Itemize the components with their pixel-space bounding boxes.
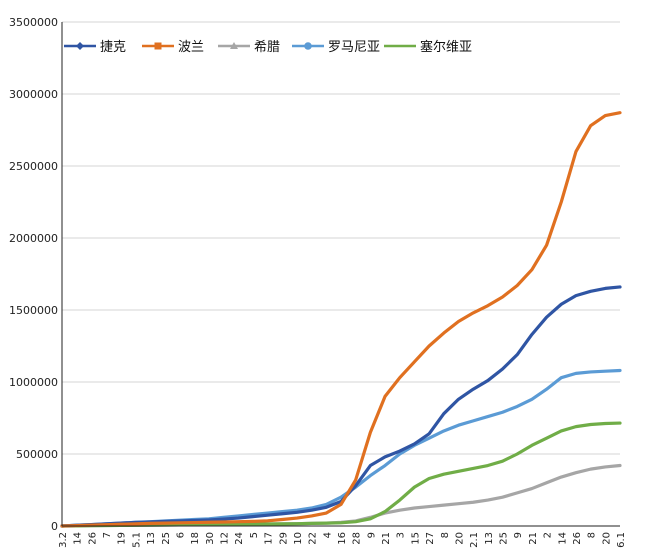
legend-item: 波兰 <box>142 40 204 55</box>
x-tick-label: 27 <box>425 532 436 545</box>
legend-item: 塞尔维亚 <box>384 39 472 55</box>
x-tick-label: 26 <box>572 532 583 545</box>
x-tick-label: 3 <box>396 532 407 538</box>
legend-label: 希腊 <box>254 40 280 55</box>
x-tick-label: 21 <box>528 532 539 545</box>
x-tick-label: 14 <box>73 532 84 545</box>
x-tick-label: 10 <box>293 532 304 545</box>
x-tick-label: 18 <box>190 532 201 545</box>
x-tick-label: 20 <box>601 532 612 545</box>
x-tick-label: 26 <box>87 532 98 545</box>
legend-label: 塞尔维亚 <box>420 39 472 55</box>
x-tick-label: 5 <box>249 532 260 538</box>
x-tick-label: 13 <box>484 532 495 545</box>
legend-item: 捷克 <box>64 40 126 55</box>
y-tick-label: 3500000 <box>9 16 58 29</box>
y-tick-label: 3000000 <box>9 88 58 101</box>
x-tick-label: 29 <box>278 532 289 545</box>
legend-label: 捷克 <box>100 40 126 55</box>
x-tick-label: 30 <box>205 532 216 545</box>
x-tick-label: 21 <box>381 532 392 545</box>
x-tick-label: 6.1 <box>616 532 627 548</box>
x-tick-label: 12 <box>220 532 231 545</box>
y-tick-label: 2000000 <box>9 232 58 245</box>
x-tick-label: 7 <box>102 532 113 538</box>
legend-item: 希腊 <box>218 40 280 55</box>
x-tick-label: 8 <box>440 532 451 538</box>
x-tick-label: 15 <box>410 532 421 545</box>
y-axis-ticks: 0 500000 1000000 1500000 2000000 2500000 30000… <box>9 16 58 533</box>
series-lines <box>60 111 622 528</box>
series-line <box>60 285 622 528</box>
y-tick-label: 0 <box>51 520 58 533</box>
y-tick-label: 500000 <box>16 448 58 461</box>
legend-marker-diamond <box>76 42 84 50</box>
x-tick-label: 9 <box>366 532 377 538</box>
x-tick-label: 22 <box>308 532 319 545</box>
x-tick-label: 8 <box>587 532 598 538</box>
x-tick-label: 9 <box>513 532 524 538</box>
x-tick-label: 3.2 <box>58 532 69 548</box>
x-tick-label: 24 <box>234 532 245 545</box>
x-tick-label: 25 <box>499 532 510 545</box>
y-tick-label: 1500000 <box>9 304 58 317</box>
x-tick-label: 2.1 <box>469 532 480 548</box>
x-tick-label: 5.1 <box>131 532 142 548</box>
x-tick-label: 28 <box>352 532 363 545</box>
legend-marker-square <box>154 42 162 50</box>
series-line <box>60 111 622 528</box>
legend: 捷克 波兰 希腊 罗马尼亚 塞尔维亚 <box>64 39 472 55</box>
x-tick-label: 13 <box>146 532 157 545</box>
y-tick-label: 2500000 <box>9 160 58 173</box>
gridlines <box>62 21 620 455</box>
series-line <box>60 421 622 528</box>
x-tick-label: 16 <box>337 532 348 545</box>
legend-label: 波兰 <box>178 40 204 55</box>
x-tick-label: 2 <box>543 532 554 538</box>
legend-item: 罗马尼亚 <box>292 40 380 55</box>
x-axis-ticks: 3.2 14 26 7 19 5.1 13 25 6 18 30 12 24 5 17 29 10 22 4 16 28… <box>58 532 627 548</box>
legend-marker-circle <box>304 42 312 50</box>
x-tick-label: 14 <box>557 532 568 545</box>
legend-label: 罗马尼亚 <box>328 40 380 55</box>
x-tick-label: 19 <box>117 532 128 545</box>
y-tick-label: 1000000 <box>9 376 58 389</box>
x-tick-label: 20 <box>454 532 465 545</box>
legend-marker-triangle <box>230 42 238 49</box>
x-tick-label: 6 <box>175 532 186 538</box>
x-tick-label: 4 <box>322 532 333 538</box>
x-tick-label: 25 <box>161 532 172 545</box>
x-tick-label: 17 <box>264 532 275 545</box>
